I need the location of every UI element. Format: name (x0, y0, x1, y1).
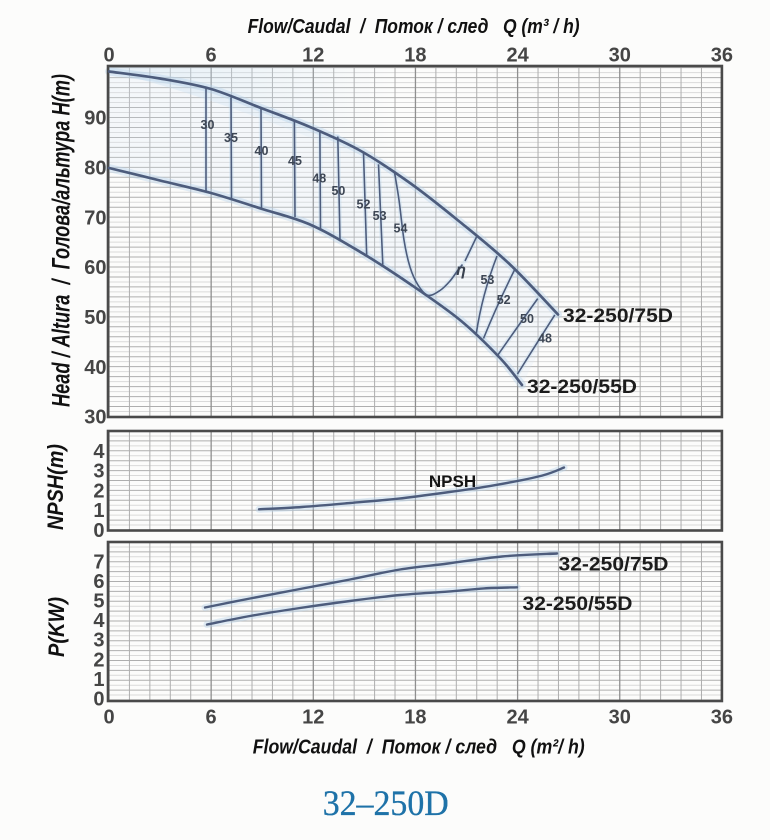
svg-text:4: 4 (93, 610, 105, 632)
svg-text:24: 24 (506, 45, 529, 67)
svg-text:32-250/55D: 32-250/55D (527, 377, 637, 398)
svg-text:6: 6 (206, 45, 217, 67)
svg-text:η: η (456, 262, 466, 279)
svg-text:48: 48 (538, 332, 552, 346)
svg-text:0: 0 (103, 706, 114, 728)
svg-text:6: 6 (206, 706, 217, 728)
svg-text:30: 30 (201, 118, 215, 132)
svg-text:3: 3 (93, 630, 104, 652)
svg-text:24: 24 (506, 706, 529, 728)
svg-text:1: 1 (93, 669, 104, 691)
svg-text:53: 53 (373, 209, 387, 223)
svg-text:70: 70 (84, 207, 106, 229)
svg-text:40: 40 (255, 144, 269, 158)
svg-text:18: 18 (404, 706, 426, 728)
svg-text:32-250/75D: 32-250/75D (559, 555, 669, 576)
svg-text:Head / Altura / Голова/альту: Head / Altura / Голова/альтура H(m) (48, 74, 76, 407)
svg-text:53: 53 (480, 273, 494, 287)
svg-text:12: 12 (302, 706, 324, 728)
svg-text:Flow/Caudal / Поток / след: Flow/Caudal / Поток / след Q (m³ / h) (248, 16, 580, 38)
svg-text:48: 48 (312, 171, 326, 185)
svg-text:60: 60 (84, 257, 106, 279)
svg-text:35: 35 (224, 131, 238, 145)
svg-text:36: 36 (711, 45, 733, 67)
svg-text:0: 0 (93, 520, 104, 542)
svg-text:1: 1 (93, 500, 104, 522)
svg-text:80: 80 (84, 158, 106, 180)
svg-text:6: 6 (93, 571, 104, 593)
svg-text:40: 40 (84, 357, 106, 379)
svg-text:50: 50 (331, 184, 345, 198)
svg-text:Flow/Caudal / Поток / след: Flow/Caudal / Поток / след Q (m²/ h) (253, 737, 585, 759)
svg-text:50: 50 (84, 307, 106, 329)
svg-text:30: 30 (609, 706, 631, 728)
svg-text:32-250/75D: 32-250/75D (563, 306, 673, 327)
svg-text:30: 30 (609, 45, 631, 67)
svg-text:32-250/55D: 32-250/55D (523, 594, 633, 615)
svg-text:18: 18 (404, 45, 426, 67)
svg-text:52: 52 (357, 197, 371, 211)
svg-text:3: 3 (93, 461, 104, 483)
svg-text:45: 45 (288, 154, 302, 168)
svg-text:5: 5 (93, 591, 104, 613)
svg-text:54: 54 (394, 222, 408, 236)
svg-text:90: 90 (84, 108, 106, 130)
svg-text:50: 50 (520, 312, 534, 326)
svg-text:NPSH: NPSH (429, 472, 476, 491)
svg-text:36: 36 (711, 706, 733, 728)
svg-text:7: 7 (93, 551, 104, 573)
svg-text:52: 52 (497, 293, 511, 307)
svg-text:12: 12 (302, 45, 324, 67)
svg-text:NPSH(m): NPSH(m) (43, 444, 68, 530)
svg-text:2: 2 (93, 480, 104, 502)
svg-text:P(KW): P(KW) (44, 597, 69, 657)
svg-text:32–250D: 32–250D (323, 783, 449, 823)
svg-text:2: 2 (93, 649, 104, 671)
svg-text:4: 4 (93, 441, 105, 463)
svg-text:30: 30 (84, 407, 106, 429)
svg-text:0: 0 (103, 45, 114, 67)
svg-text:0: 0 (93, 689, 104, 711)
